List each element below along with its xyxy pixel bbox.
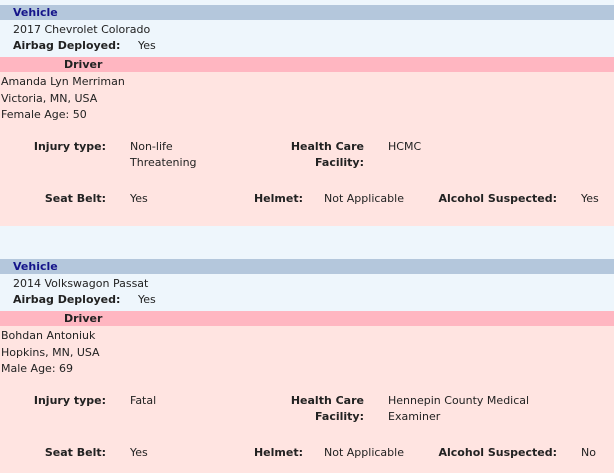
health-care-value-line1: Hennepin County Medical (388, 394, 530, 407)
helmet-label: Helmet: (253, 192, 303, 205)
driver-section-header: Driver (0, 311, 614, 326)
helmet-value: Not Applicable (324, 446, 404, 459)
seat-belt-label: Seat Belt: (44, 192, 106, 205)
vehicle-name: 2017 Chevrolet Colorado (13, 23, 151, 36)
health-care-label-line2: Facility: (315, 410, 364, 423)
alcohol-suspected-label: Alcohol Suspected: (438, 446, 558, 459)
vehicle-details (0, 20, 614, 57)
health-care-label-line2: Facility: (315, 156, 364, 169)
driver-name: Amanda Lyn Merriman (1, 75, 125, 88)
airbag-label: Airbag Deployed: (13, 39, 121, 52)
alcohol-suspected-value: Yes (581, 192, 599, 205)
record-separator (0, 226, 614, 259)
injury-value-line2: Threatening (130, 156, 197, 169)
vehicle-header-label: Vehicle (13, 260, 58, 273)
driver-section-header: Driver (0, 57, 614, 72)
driver-header-label: Driver (64, 58, 103, 71)
driver-header-label: Driver (64, 312, 103, 325)
vehicle-header-label: Vehicle (13, 6, 58, 19)
injury-label: Injury type: (33, 394, 106, 407)
driver-gender-age: Female Age: 50 (1, 108, 87, 121)
health-care-label-line1: Health Care (290, 140, 364, 153)
health-care-label-line1: Health Care (290, 394, 364, 407)
driver-location: Hopkins, MN, USA (1, 346, 100, 359)
driver-gender-age: Male Age: 69 (1, 362, 74, 375)
health-care-value-line1: HCMC (388, 140, 422, 153)
injury-label: Injury type: (33, 140, 106, 153)
injury-value-line1: Non-life (130, 140, 173, 153)
airbag-label: Airbag Deployed: (13, 293, 121, 306)
vehicle-details (0, 274, 614, 311)
vehicle-name: 2014 Volkswagon Passat (13, 277, 149, 290)
driver-details (0, 72, 614, 226)
alcohol-suspected-value: No (581, 446, 596, 459)
seat-belt-label: Seat Belt: (44, 446, 106, 459)
helmet-value: Not Applicable (324, 192, 404, 205)
vehicle-section-header: Vehicle (0, 5, 614, 20)
airbag-value: Yes (138, 293, 156, 306)
health-care-value-line2: Examiner (388, 410, 441, 423)
airbag-value: Yes (138, 39, 156, 52)
driver-details (0, 326, 614, 473)
alcohol-suspected-label: Alcohol Suspected: (438, 192, 558, 205)
vehicle-section-header: Vehicle (0, 259, 614, 274)
driver-name: Bohdan Antoniuk (1, 329, 96, 342)
driver-location: Victoria, MN, USA (1, 92, 98, 105)
helmet-label: Helmet: (253, 446, 303, 459)
seat-belt-value: Yes (130, 446, 148, 459)
injury-value-line1: Fatal (130, 394, 157, 407)
seat-belt-value: Yes (130, 192, 148, 205)
